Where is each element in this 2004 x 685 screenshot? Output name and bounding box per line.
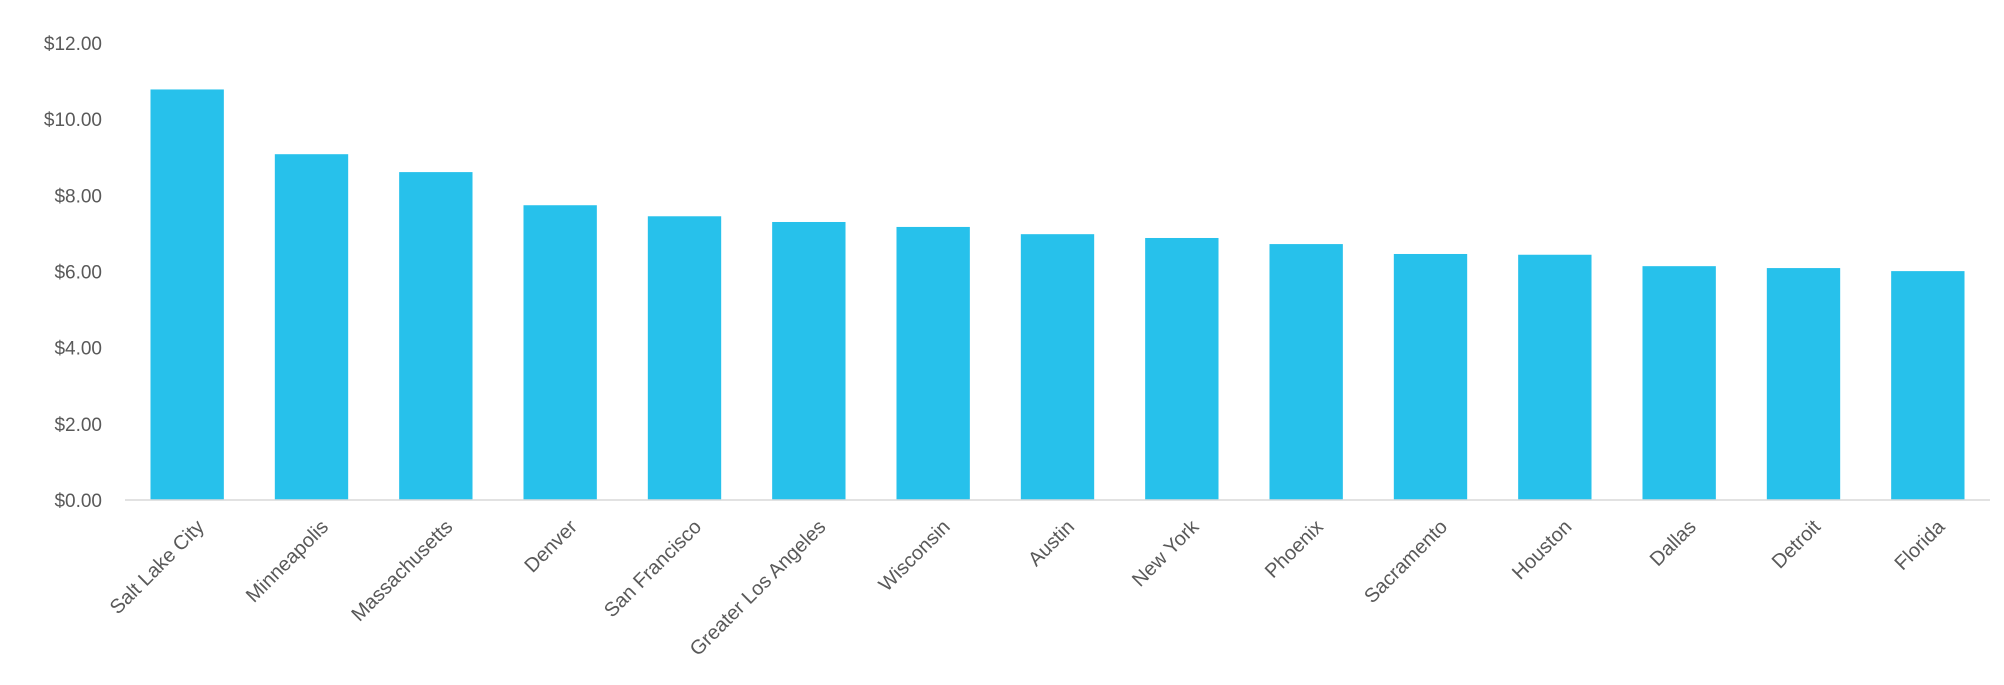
y-tick-label: $0.00 (54, 491, 102, 512)
x-tick-label: San Francisco (600, 516, 706, 622)
x-tick-label: New York (1128, 515, 1204, 591)
x-tick-label: Greater Los Angeles (686, 516, 830, 660)
bar (1269, 244, 1343, 500)
x-tick-label: Austin (1024, 516, 1079, 571)
x-tick-label: Phoenix (1261, 516, 1328, 583)
bar (647, 216, 722, 500)
bar (896, 226, 970, 500)
y-tick-label: $8.00 (54, 186, 102, 207)
bar (274, 154, 349, 500)
y-axis: $0.00 $2.00 $4.00 $6.00 $8.00 $10.00 $12.00 (44, 34, 102, 512)
x-tick-label: Massachusetts (347, 516, 457, 626)
bar (772, 221, 846, 500)
y-tick-label: $6.00 (54, 263, 102, 284)
bar (1642, 266, 1716, 500)
x-tick-label: Salt Lake City (106, 516, 209, 619)
x-tick-label: Dallas (1646, 516, 1701, 571)
bar (399, 172, 473, 501)
bar (1393, 253, 1468, 500)
bar (523, 205, 597, 501)
y-tick-label: $4.00 (54, 339, 102, 360)
bars (150, 89, 1965, 501)
bar (1766, 268, 1841, 500)
x-tick-label: Minneapolis (242, 516, 333, 607)
x-tick-label: Wisconsin (875, 516, 955, 596)
bar (1518, 254, 1592, 500)
x-tick-label: Detroit (1768, 516, 1826, 574)
bar (1891, 271, 1965, 500)
bar (150, 89, 224, 500)
y-tick-label: $2.00 (54, 415, 102, 436)
x-tick-label: Sacramento (1360, 516, 1452, 608)
y-tick-label: $12.00 (44, 34, 102, 55)
bar (1145, 237, 1219, 500)
x-tick-label: Denver (521, 516, 582, 577)
y-tick-label: $10.00 (44, 110, 102, 131)
x-tick-label: Florida (1891, 515, 1950, 574)
bar (1020, 234, 1095, 500)
x-axis-labels: Salt Lake City Minneapolis Massachusetts De… (106, 515, 1950, 660)
x-tick-label: Houston (1508, 516, 1576, 584)
